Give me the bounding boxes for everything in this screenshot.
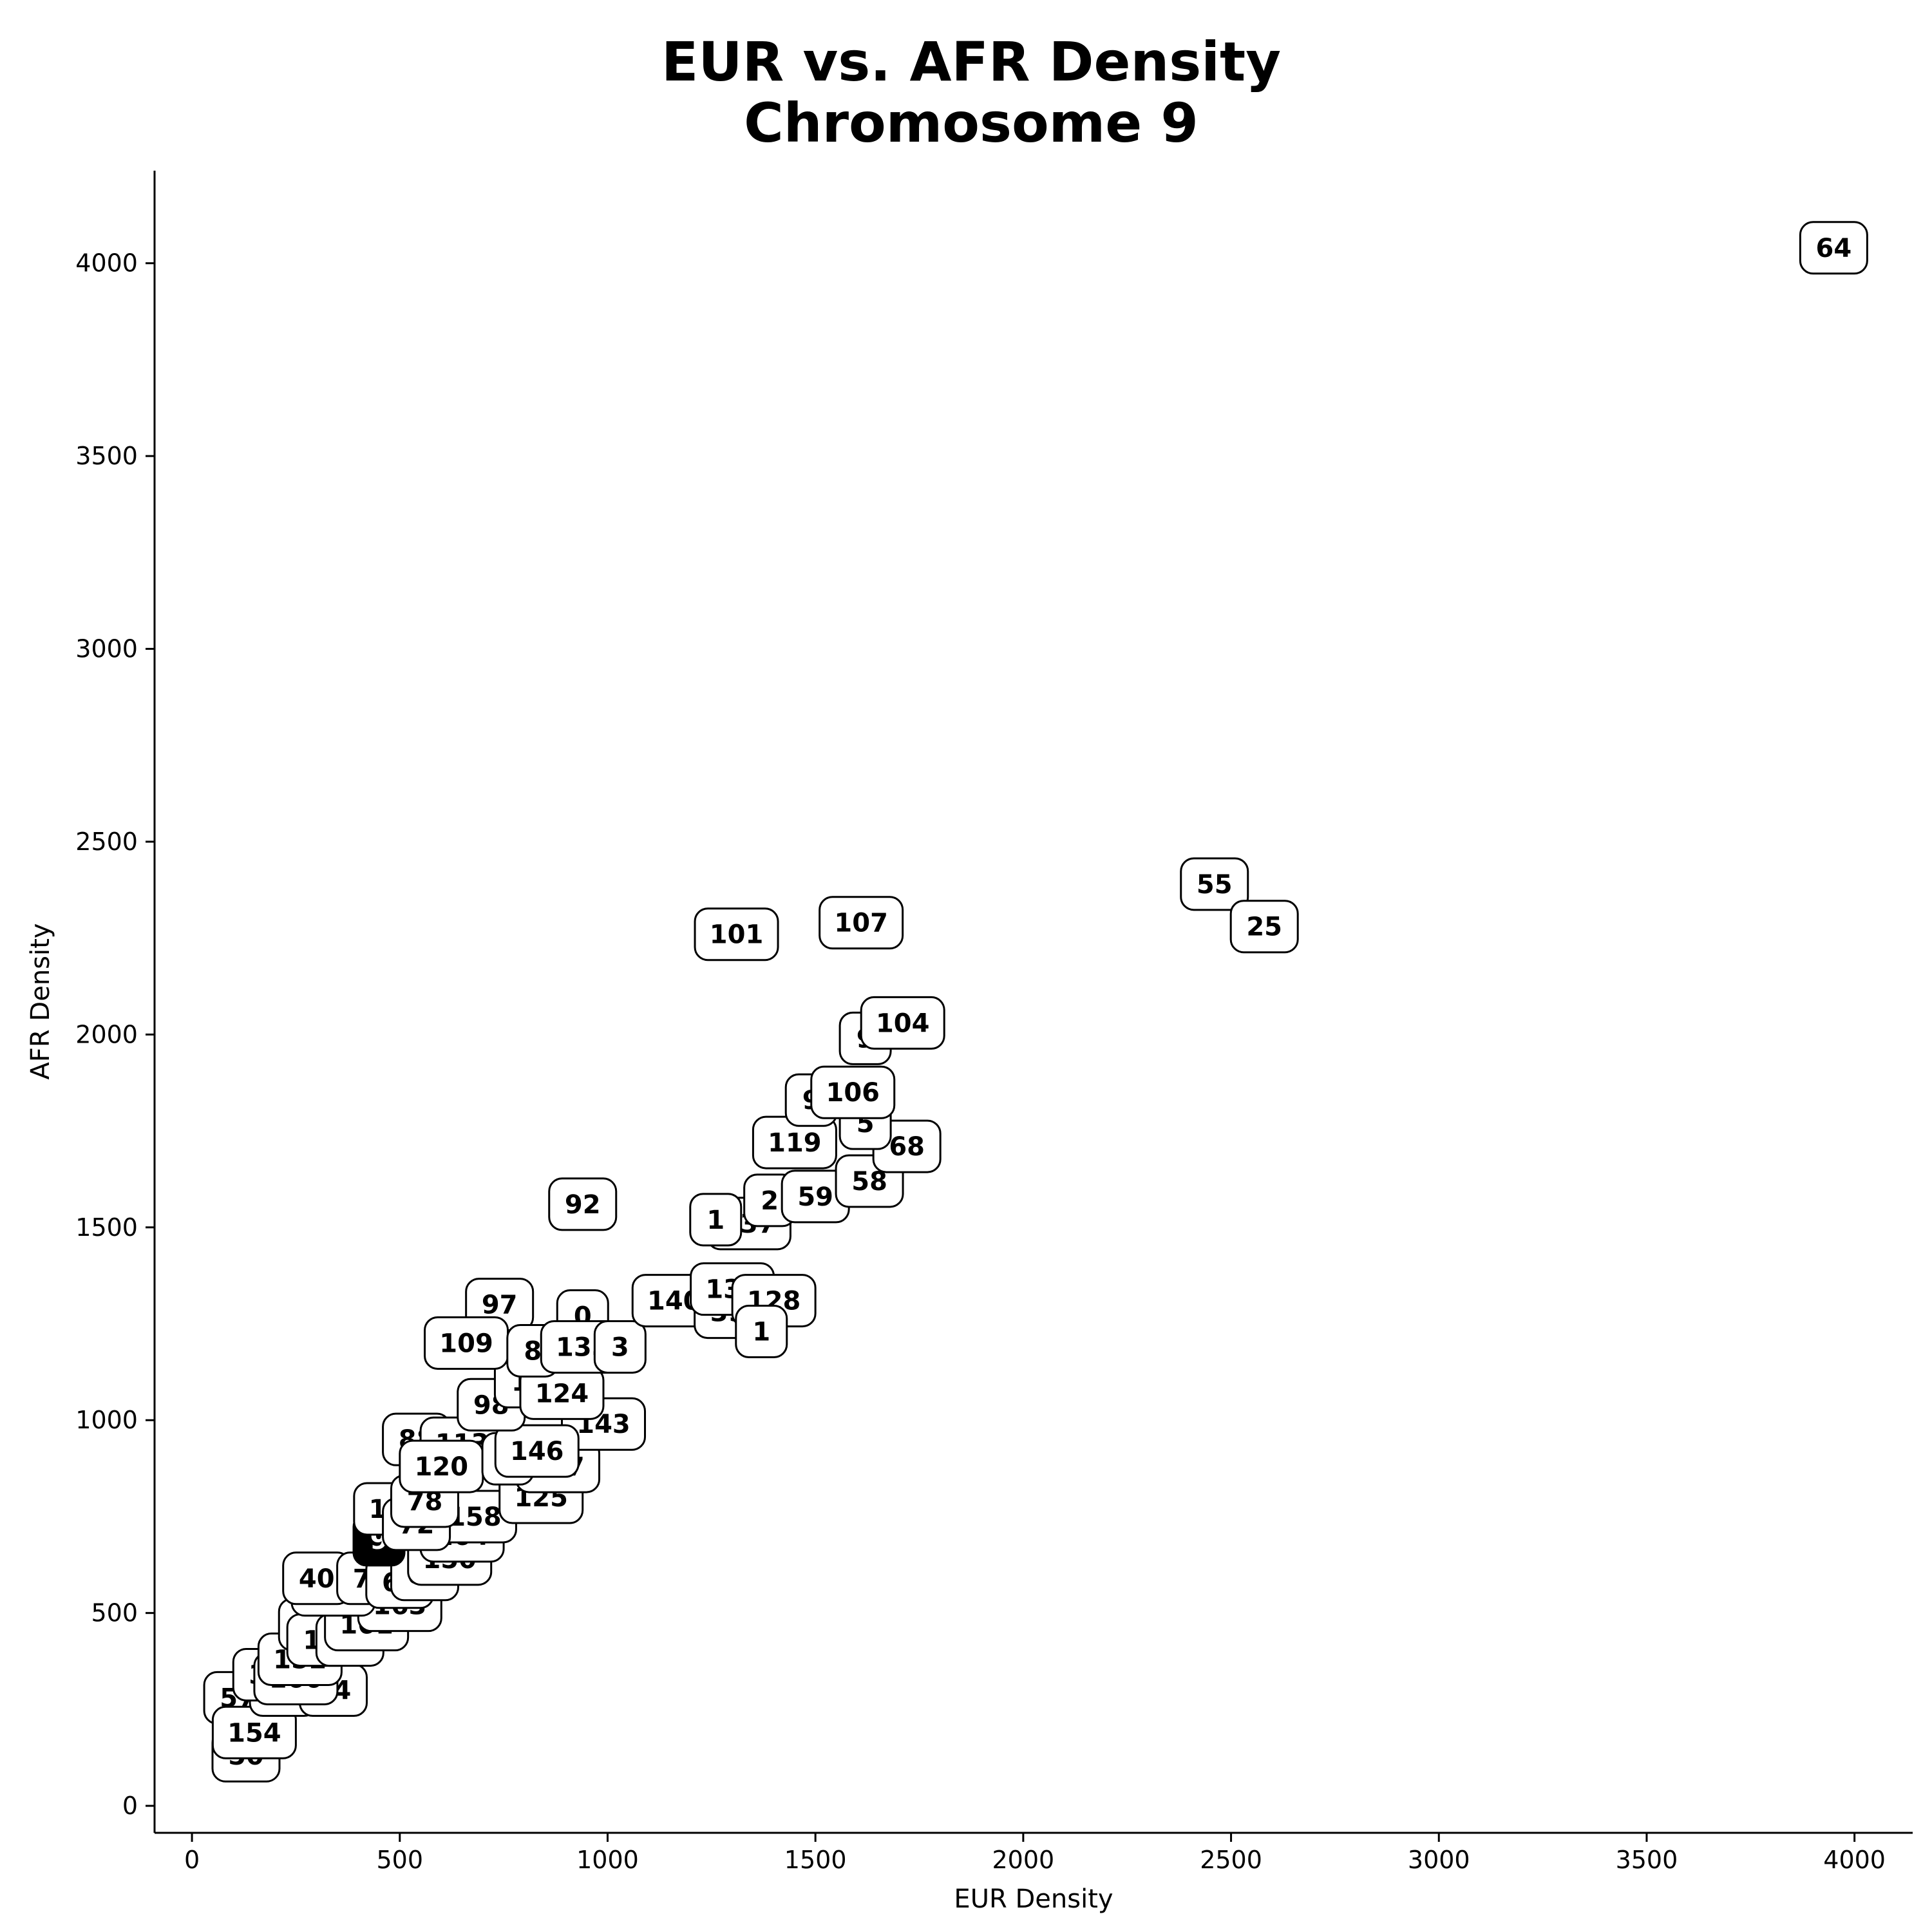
data-point-box xyxy=(1229,900,1299,954)
y-tick-label: 3000 xyxy=(75,635,138,663)
data-point-label: 97 xyxy=(482,1291,518,1320)
data-point-label: 104 xyxy=(876,1009,930,1038)
data-point-box xyxy=(694,907,779,961)
data-point-box xyxy=(689,1193,743,1247)
x-tick-label: 1000 xyxy=(576,1846,639,1874)
y-tick-label: 1500 xyxy=(75,1213,138,1242)
data-point-label: 124 xyxy=(535,1379,589,1408)
data-point: 64 xyxy=(1799,221,1868,275)
data-point-label: 107 xyxy=(834,909,888,938)
data-point-label: 146 xyxy=(510,1437,564,1466)
data-point-label: 1 xyxy=(706,1206,724,1235)
x-tick-label: 3500 xyxy=(1616,1846,1678,1874)
data-point: 107 xyxy=(819,896,904,950)
data-point-label: 3 xyxy=(611,1332,629,1362)
plot-area: 5057154307438160152451512161163166407061… xyxy=(203,221,1868,1783)
data-point: 124 xyxy=(519,1366,605,1420)
data-point: 104 xyxy=(860,996,945,1050)
data-point-label: 59 xyxy=(797,1182,833,1212)
x-tick-label: 1500 xyxy=(784,1846,847,1874)
data-point-box xyxy=(494,1424,580,1478)
data-point: 101 xyxy=(694,907,779,961)
data-point-box xyxy=(735,1305,788,1359)
y-tick-label: 3500 xyxy=(75,442,138,470)
data-point: 1 xyxy=(735,1305,788,1359)
data-point-label: 55 xyxy=(1197,870,1233,900)
chart-title-line-1: EUR vs. AFR Density xyxy=(661,30,1281,93)
y-tick-label: 1000 xyxy=(75,1406,138,1434)
data-point-label: 101 xyxy=(710,920,764,950)
data-point-label: 40 xyxy=(299,1564,335,1594)
data-point-label: 1 xyxy=(752,1318,770,1347)
data-point: 109 xyxy=(424,1316,509,1370)
y-axis-label: AFR Density xyxy=(26,923,55,1080)
data-point-box xyxy=(1180,857,1249,911)
x-tick-label: 2000 xyxy=(992,1846,1055,1874)
data-point: 3 xyxy=(593,1320,647,1374)
y-tick-label: 500 xyxy=(91,1599,138,1627)
x-tick-label: 2500 xyxy=(1200,1846,1262,1874)
data-point-label: 64 xyxy=(1816,234,1852,263)
data-point: 59 xyxy=(781,1170,850,1224)
data-point-box xyxy=(860,996,945,1050)
data-point-box xyxy=(548,1177,618,1231)
y-tick-label: 2000 xyxy=(75,1020,138,1048)
data-point-label: 119 xyxy=(768,1128,822,1158)
data-point-label: 120 xyxy=(415,1452,469,1482)
x-tick-label: 500 xyxy=(377,1846,424,1874)
y-tick-label: 2500 xyxy=(75,828,138,856)
data-point-label: 92 xyxy=(565,1190,601,1220)
data-point-label: 68 xyxy=(889,1132,925,1162)
data-point-label: 109 xyxy=(439,1329,493,1358)
x-axis-ticks: 0 500 1000 1500 2000 2500 3000 3500 4000 xyxy=(184,1833,1886,1874)
y-tick-label: 4000 xyxy=(75,249,138,278)
data-point: 146 xyxy=(494,1424,580,1478)
data-point: 106 xyxy=(810,1065,896,1119)
data-point-label: 106 xyxy=(826,1078,880,1108)
data-point: 154 xyxy=(211,1705,297,1759)
data-point: 1 xyxy=(689,1193,743,1247)
data-point-box xyxy=(819,896,904,950)
data-point-box xyxy=(1799,221,1868,275)
data-point-label: 2 xyxy=(761,1186,779,1216)
data-point-box xyxy=(593,1320,647,1374)
data-point: 25 xyxy=(1229,900,1299,954)
data-point: 120 xyxy=(399,1439,484,1493)
data-point-label: 25 xyxy=(1246,913,1282,942)
x-tick-label: 4000 xyxy=(1823,1846,1886,1874)
chart-title-line-2: Chromosome 9 xyxy=(744,91,1198,155)
x-tick-label: 0 xyxy=(184,1846,200,1874)
data-point: 40 xyxy=(282,1551,352,1605)
data-point-label: 8 xyxy=(524,1336,542,1366)
data-point-label: 154 xyxy=(227,1718,281,1748)
data-point-box xyxy=(810,1065,896,1119)
x-tick-label: 3000 xyxy=(1408,1846,1470,1874)
y-axis-ticks: 0 500 1000 1500 2000 2500 3000 3500 4000 xyxy=(75,249,155,1820)
data-point: 92 xyxy=(548,1177,618,1231)
y-tick-label: 0 xyxy=(122,1792,138,1820)
data-point: 55 xyxy=(1180,857,1249,911)
x-axis-label: EUR Density xyxy=(954,1884,1113,1914)
